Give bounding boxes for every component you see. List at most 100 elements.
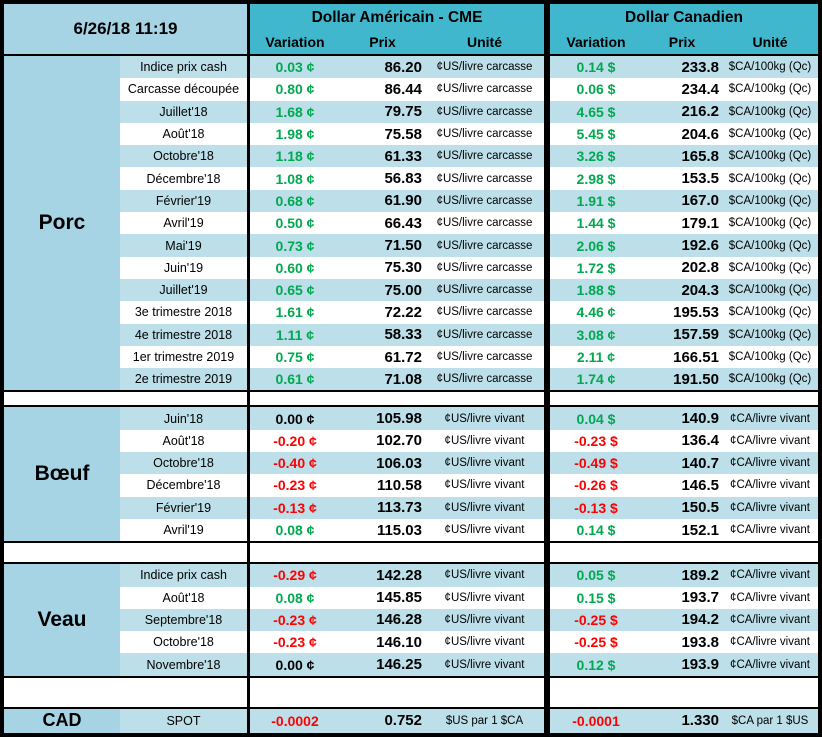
us-unit: ¢US/livre carcasse: [436, 61, 533, 74]
column-separator: [544, 323, 550, 346]
column-separator: [247, 518, 250, 542]
table-row: Septembre'18 -0.23 ¢ 146.28 ¢US/livre vivan…: [120, 608, 818, 632]
ca-variation: -0.0001: [572, 712, 620, 729]
row-label: Août'18: [162, 590, 205, 605]
table-row: Indice prix cash -0.29 ¢ 142.28 ¢US/livre v…: [120, 564, 818, 587]
us-variation: 0.03 ¢: [275, 59, 315, 76]
row-label: 1er trimestre 2019: [132, 350, 235, 364]
us-group-title: Dollar Américain - CME: [311, 9, 483, 26]
ca-unit: $CA/100kg (Qc): [728, 105, 812, 118]
us-price: 110.58: [376, 476, 422, 494]
column-separator: [544, 145, 550, 168]
us-variation: 0.08 ¢: [275, 522, 315, 539]
us-price: 86.20: [384, 58, 422, 76]
row-label: Indice prix cash: [140, 60, 227, 75]
column-separator: [247, 167, 250, 190]
ca-price: 1.330: [681, 712, 719, 730]
ca-price: 194.2: [681, 611, 719, 629]
column-separator: [544, 564, 550, 587]
ca-variation: 1.72 $: [576, 259, 616, 276]
us-price: 145.85: [376, 589, 422, 607]
ca-price: 191.50: [673, 370, 719, 388]
column-separator: [544, 167, 550, 190]
column-separator: [544, 78, 550, 101]
column-separator: [247, 474, 250, 497]
col-header-variation-ca: Variation: [566, 34, 626, 50]
us-variation: 0.00 ¢: [275, 410, 315, 427]
row-label: Juin'18: [163, 411, 204, 426]
table-row: Octobre'18 -0.23 ¢ 146.10 ¢US/livre vivant -…: [120, 631, 818, 654]
ca-variation: 1.88 $: [576, 282, 616, 299]
column-separator: [544, 708, 550, 733]
ca-variation: 3.26 $: [576, 148, 616, 165]
row-label: 3e trimestre 2018: [134, 305, 233, 320]
us-dollar-group-header: Dollar Américain - CME Variation Prix Un…: [250, 4, 544, 54]
ca-variation: 2.06 $: [576, 237, 616, 254]
ca-price: 179.1: [681, 214, 719, 232]
ca-unit: ¢CA/livre vivant: [730, 636, 810, 649]
column-separator: [247, 631, 250, 654]
us-price: 86.44: [384, 80, 422, 98]
ca-price: 157.59: [673, 326, 719, 344]
column-separator: [544, 122, 550, 146]
table-row: 2e trimestre 2019 0.61 ¢ 71.08 ¢US/livre ca…: [120, 368, 818, 391]
us-unit: ¢US/livre carcasse: [436, 105, 533, 118]
column-separator: [247, 586, 250, 609]
ca-price: 216.2: [681, 103, 719, 121]
us-variation: 1.18 ¢: [275, 148, 315, 165]
us-price: 66.43: [384, 214, 422, 232]
us-variation: 0.60 ¢: [275, 259, 315, 276]
us-unit: ¢US/livre carcasse: [436, 83, 533, 96]
us-variation: 1.98 ¢: [275, 126, 315, 143]
ca-price: 195.53: [673, 303, 719, 321]
table-row: Carcasse découpée 0.80 ¢ 86.44 ¢US/livre ca…: [120, 78, 818, 101]
row-label: 2e trimestre 2019: [134, 372, 233, 387]
ca-unit: ¢CA/livre vivant: [730, 658, 810, 671]
section-gap: [4, 541, 818, 565]
column-separator: [247, 301, 250, 324]
col-header-unite-us: Unité: [467, 34, 502, 50]
column-separator: [544, 256, 550, 279]
table-row: Juin'19 0.60 ¢ 75.30 ¢US/livre carcasse 1.72…: [120, 256, 818, 279]
ca-price: 192.6: [681, 237, 719, 255]
section-buf: Bœuf Juin'18 0.00 ¢ 105.98 ¢US/livre vivant 0…: [4, 407, 818, 542]
ca-variation: 0.15 $: [576, 589, 616, 606]
column-separator: [247, 78, 250, 101]
row-label: Juillet'19: [159, 283, 208, 298]
column-separator: [247, 122, 250, 146]
us-variation: 0.08 ¢: [275, 589, 315, 606]
table-row: Avril'19 0.50 ¢ 66.43 ¢US/livre carcasse 1.4…: [120, 212, 818, 235]
table-row: Avril'19 0.08 ¢ 115.03 ¢US/livre vivant 0.14…: [120, 518, 818, 542]
us-unit: ¢US/livre vivant: [444, 636, 525, 649]
ca-price: 193.9: [681, 656, 719, 674]
us-variation: 0.00 ¢: [275, 656, 315, 673]
us-variation: 1.11 ¢: [275, 326, 315, 343]
us-variation: 0.65 ¢: [275, 282, 315, 299]
column-separator: [544, 586, 550, 609]
ca-price: 193.8: [681, 633, 719, 651]
us-unit: ¢US/livre carcasse: [436, 172, 533, 185]
ca-dollar-group-header: Dollar Canadien Variation Prix Unité: [550, 4, 818, 54]
ca-variation: 4.65 $: [576, 103, 616, 120]
ca-price: 150.5: [681, 499, 719, 517]
us-price: 113.73: [376, 499, 422, 517]
ca-unit: ¢CA/livre vivant: [730, 613, 810, 626]
column-separator: [544, 100, 550, 123]
row-label: Novembre'18: [146, 657, 221, 672]
ca-unit: $CA/100kg (Qc): [728, 328, 812, 341]
column-separator: [247, 100, 250, 123]
ca-unit: ¢CA/livre vivant: [730, 591, 810, 604]
table-row: Août'18 0.08 ¢ 145.85 ¢US/livre vivant 0.15 …: [120, 586, 818, 609]
column-separator: [544, 234, 550, 257]
row-label: Indice prix cash: [140, 568, 227, 583]
column-separator: [247, 4, 250, 54]
col-header-unite-ca: Unité: [752, 34, 788, 50]
column-separator: [247, 212, 250, 235]
us-variation: 1.68 ¢: [275, 103, 315, 120]
ca-unit: $CA/100kg (Qc): [728, 83, 812, 96]
row-label: Octobre'18: [153, 456, 214, 471]
us-unit: $US par 1 $CA: [445, 714, 524, 727]
ca-unit: $CA/100kg (Qc): [728, 217, 812, 230]
column-separator: [247, 256, 250, 279]
us-price: 71.50: [384, 237, 422, 255]
